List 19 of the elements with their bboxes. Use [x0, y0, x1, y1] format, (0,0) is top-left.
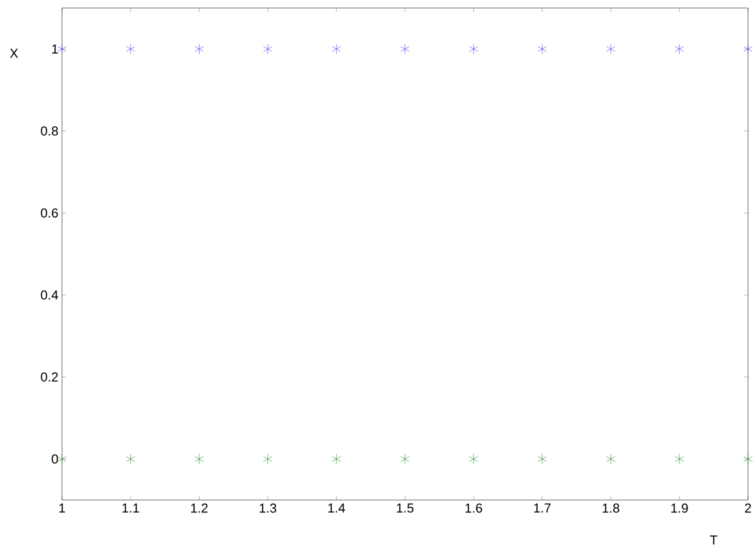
x-tick-label: 1.4 — [328, 504, 346, 512]
x-tick-label: 1.8 — [602, 504, 620, 513]
y-tick-label: 0.2 — [40, 372, 58, 382]
x-axis-title: T — [710, 536, 718, 544]
y-tick-label: 0.4 — [40, 290, 58, 300]
y-tick-label: 0.6 — [40, 208, 58, 218]
x-tick-label: 1.6 — [466, 504, 482, 513]
x-tick-label: 1.9 — [671, 504, 688, 513]
x-tick-label: 1.5 — [396, 504, 414, 513]
x-tick-label: 1 — [59, 504, 65, 512]
x-tick-label: 1.3 — [260, 504, 276, 513]
y-axis-title: X — [10, 48, 18, 58]
x-tick-label: 1.7 — [534, 504, 551, 512]
y-tick-label: 0.8 — [40, 126, 58, 136]
x-tick-label: 1.2 — [191, 504, 208, 513]
y-tick-label: 1 — [52, 44, 58, 54]
x-tick-label: 1.1 — [122, 504, 140, 512]
x-tick-label: 2 — [745, 504, 751, 513]
y-tick-label: 0 — [52, 454, 58, 464]
